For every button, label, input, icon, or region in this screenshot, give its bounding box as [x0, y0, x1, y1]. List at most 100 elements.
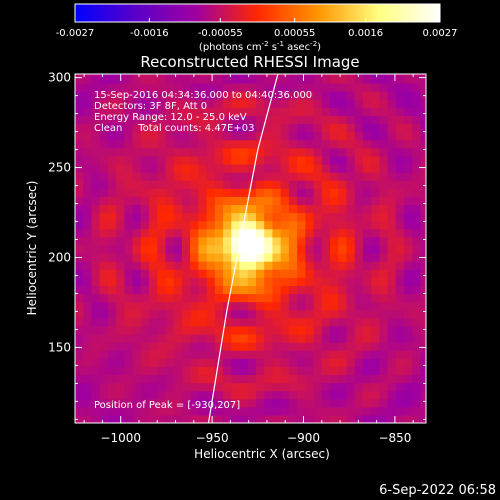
heatmap-cell [165, 139, 175, 149]
heatmap-cell [91, 285, 101, 295]
heatmap-cell [346, 220, 356, 230]
heatmap-cell [313, 107, 323, 116]
heatmap-cell [346, 293, 356, 303]
heatmap-cell [379, 91, 389, 100]
heatmap-cell [190, 374, 199, 384]
heatmap-cell [223, 406, 232, 416]
heatmap-cell [395, 285, 405, 295]
heatmap-cell [165, 107, 175, 116]
heatmap-cell [231, 236, 241, 246]
heatmap-cell [206, 99, 216, 108]
heatmap-cell [395, 398, 405, 408]
heatmap-cell [313, 236, 323, 246]
heatmap-cell [338, 228, 348, 238]
heatmap-cell [330, 99, 339, 108]
heatmap-cell [305, 325, 315, 335]
heatmap-cell [165, 269, 175, 278]
heatmap-cell [362, 74, 372, 84]
heatmap-cell [412, 301, 422, 311]
heatmap-cell [198, 382, 208, 392]
heatmap-cell [206, 236, 216, 246]
heatmap-cell [173, 261, 183, 270]
heatmap-cell [412, 269, 422, 278]
heatmap-cell [181, 317, 191, 327]
y-tick-label: 200 [48, 250, 71, 264]
heatmap-cell [124, 212, 134, 222]
heatmap-cell [140, 317, 150, 327]
heatmap-cell [214, 131, 224, 141]
x-axis-label: Heliocentric X (arcsec) [194, 447, 330, 461]
heatmap-cell [91, 269, 101, 278]
heatmap-cell [404, 188, 413, 197]
heatmap-cell [288, 390, 298, 400]
heatmap-cell [116, 253, 125, 262]
heatmap-cell [75, 228, 84, 238]
heatmap-cell [75, 277, 84, 286]
heatmap-cell [107, 390, 117, 400]
heatmap-cell [280, 91, 290, 100]
heatmap-cell [116, 123, 125, 133]
heatmap-cell [412, 358, 422, 367]
heatmap-cell [140, 74, 150, 84]
heatmap-cell [132, 82, 142, 92]
heatmap-cell [247, 139, 257, 149]
heatmap-cell [206, 147, 216, 157]
heatmap-cell [83, 91, 93, 100]
heatmap-cell [190, 220, 199, 230]
heatmap-cell [420, 236, 426, 246]
heatmap-cell [149, 382, 158, 392]
heatmap-cell [149, 309, 158, 319]
heatmap-cell [223, 325, 232, 335]
heatmap-cell [206, 155, 216, 165]
heatmap-cell [305, 147, 315, 157]
heatmap-cell [198, 317, 208, 327]
heatmap-cell [116, 188, 125, 197]
heatmap-cell [239, 74, 249, 76]
heatmap-cell [116, 180, 125, 189]
heatmap-cell [362, 333, 372, 343]
colorbar-tick-label: 0.0016 [348, 28, 383, 39]
heatmap-cell [165, 366, 175, 376]
heatmap-cell [313, 82, 323, 92]
heatmap-cell [214, 91, 224, 100]
heatmap-cell [280, 172, 290, 181]
heatmap-cell [239, 155, 249, 165]
heatmap-cell [239, 107, 249, 116]
heatmap-cell [297, 309, 306, 319]
heatmap-cell [371, 188, 380, 197]
heatmap-cell [75, 172, 84, 181]
heatmap-cell [198, 99, 208, 108]
heatmap-cell [247, 366, 257, 376]
heatmap-cell [338, 74, 348, 76]
heatmap-cell [132, 285, 142, 295]
heatmap-cell [346, 131, 356, 141]
heatmap-cell [280, 261, 290, 270]
heatmap-cell [181, 139, 191, 149]
heatmap-cell [288, 382, 298, 392]
heatmap-cell [149, 261, 158, 270]
heatmap-cell [149, 155, 158, 165]
heatmap-cell [255, 74, 265, 84]
heatmap-cell [354, 406, 364, 416]
annotation-detectors: Detectors: 3F 8F, Att 0 [94, 101, 207, 112]
heatmap-cell [305, 115, 315, 125]
heatmap-cell [362, 277, 372, 286]
heatmap-cell [190, 309, 199, 319]
heatmap-cell [190, 180, 199, 189]
heatmap-cell [247, 358, 257, 367]
heatmap-cell [395, 163, 405, 173]
heatmap-cell [346, 244, 356, 254]
heatmap-cell [404, 236, 413, 246]
heatmap-cell [330, 196, 339, 206]
heatmap-cell [272, 82, 282, 92]
heatmap-cell [305, 277, 315, 286]
heatmap-cell [247, 414, 257, 423]
heatmap-cell [354, 74, 364, 84]
heatmap-cell [412, 107, 422, 116]
heatmap-cell [395, 155, 405, 165]
heatmap-cell [255, 261, 265, 270]
heatmap-cell [346, 74, 356, 84]
heatmap-cell [420, 131, 426, 141]
heatmap-cell [99, 139, 109, 149]
heatmap-cell [223, 139, 232, 149]
